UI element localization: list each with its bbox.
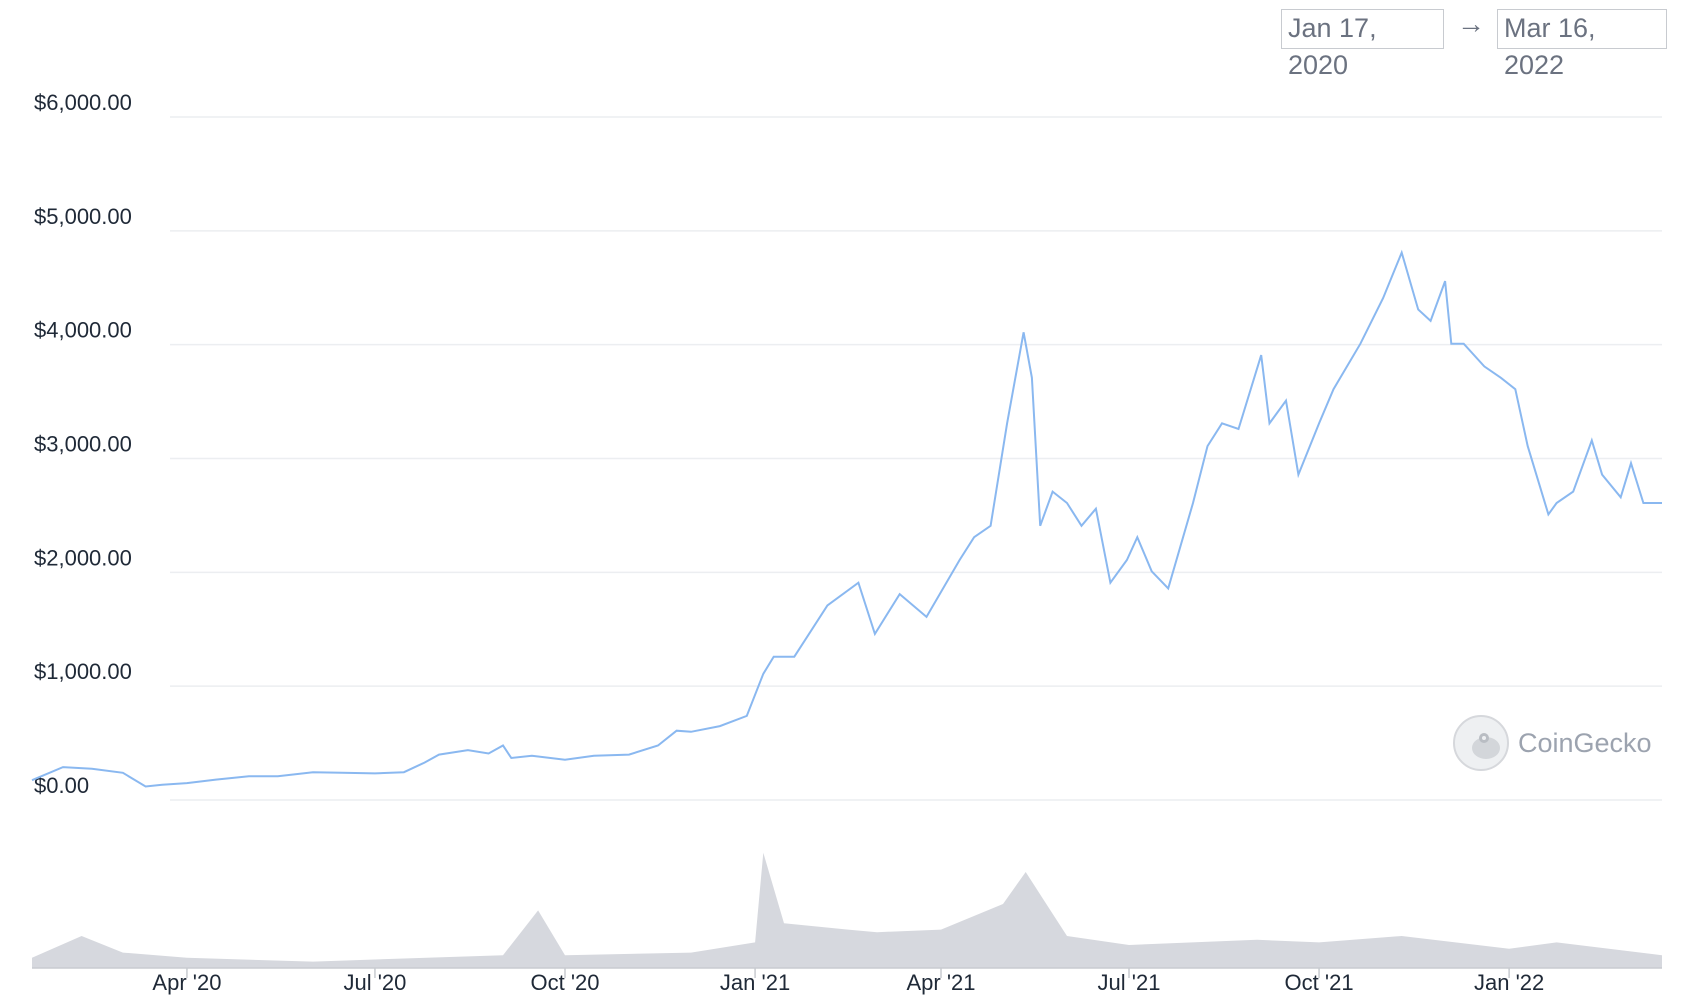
coingecko-watermark: CoinGecko [1453,715,1652,771]
x-tick-label: Jan '22 [1474,970,1544,995]
price-series-line [31,249,1662,788]
y-tick-label: $6,000.00 [34,90,132,115]
x-tick-label: Jan '21 [720,970,790,995]
date-range-start[interactable]: Jan 17, 2020 [1281,9,1444,80]
x-tick-label: Oct '20 [530,970,599,995]
grid-lines [170,116,1662,801]
volume-bars [32,852,1662,968]
y-tick-label: $3,000.00 [34,432,132,457]
y-tick-label: $1,000.00 [34,659,132,684]
watermark-text: CoinGecko [1518,728,1652,758]
x-tick-label: Apr '21 [906,970,975,995]
arrow-right-icon: → [1457,8,1485,39]
y-tick-label: $2,000.00 [34,545,132,570]
gecko-logo-icon [1453,715,1509,771]
x-tick-label: Jul '21 [1098,970,1161,995]
x-tick-label: Apr '20 [152,970,221,995]
y-tick-label: $4,000.00 [34,318,132,343]
volume-series-area [32,852,1662,968]
x-tick-label: Oct '21 [1285,970,1354,995]
y-tick-label: $5,000.00 [34,204,132,229]
price-series [31,249,1662,788]
x-axis-ticks: Apr '20 Jul '20 Oct '20 Jan '21 Apr '21 Jul '… [32,967,1662,995]
y-tick-label: $0.00 [34,773,89,798]
date-range-end[interactable]: Mar 16, 2022 [1497,9,1667,80]
x-tick-label: Jul '20 [343,970,406,995]
y-axis-ticks: $0.00 $1,000.00 $2,000.00 $3,000.00 $4,000.0… [34,90,132,798]
